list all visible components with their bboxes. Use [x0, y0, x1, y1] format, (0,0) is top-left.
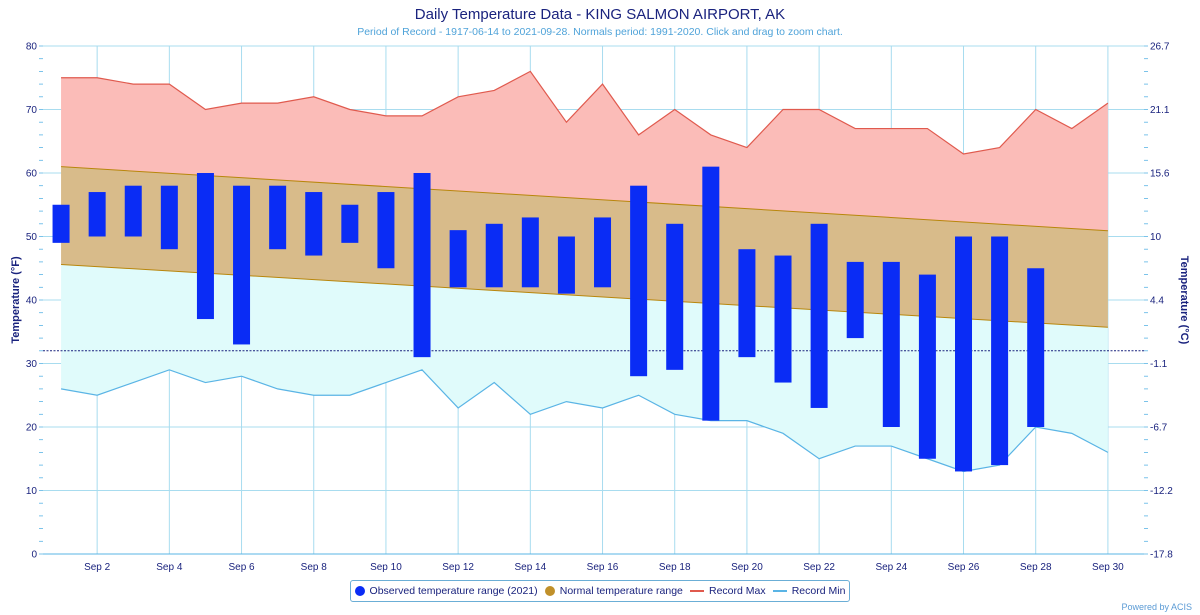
x-tick-label: Sep 18 — [659, 562, 691, 573]
observed-range-bar[interactable] — [88, 192, 106, 237]
legend-item-record-max[interactable]: Record Max — [690, 585, 766, 597]
y-tick-label: 30 — [26, 359, 38, 370]
x-tick-label: Sep 4 — [156, 562, 183, 573]
x-tick-label: Sep 22 — [803, 562, 835, 573]
record-min-line — [60, 369, 1109, 473]
observed-range-bar[interactable] — [160, 185, 178, 250]
y-tick-label: 40 — [26, 296, 38, 307]
x-tick-label: Sep 20 — [731, 562, 763, 573]
y-right-tick-label: 21.1 — [1150, 105, 1170, 116]
normal-range-area — [61, 166, 1108, 328]
normal-marker-icon — [544, 586, 555, 596]
observed-range-bar[interactable] — [991, 236, 1009, 466]
observed-range-bar[interactable] — [124, 185, 142, 237]
y-tick-label: 50 — [26, 232, 38, 243]
observed-range-bar[interactable] — [882, 261, 900, 427]
x-tick-label: Sep 6 — [228, 562, 255, 573]
y-right-tick-label: -1.1 — [1150, 359, 1168, 370]
observed-range-bar[interactable] — [846, 261, 864, 339]
observed-range-bar[interactable] — [810, 223, 828, 408]
x-tick-label: Sep 8 — [301, 562, 328, 573]
observed-range-bar[interactable] — [774, 255, 792, 383]
x-tick-label: Sep 10 — [370, 562, 402, 573]
x-tick-label: Sep 14 — [514, 562, 546, 573]
legend-label-record-max: Record Max — [709, 585, 766, 597]
y-right-tick-label: 4.4 — [1150, 296, 1164, 307]
x-tick-label: Sep 12 — [442, 562, 474, 573]
y-tick-label: 70 — [26, 105, 38, 116]
observed-range-bar[interactable] — [269, 185, 287, 250]
legend-label-record-min: Record Min — [791, 585, 846, 597]
observed-range-bar[interactable] — [955, 236, 973, 472]
x-tick-label: Sep 16 — [587, 562, 619, 573]
observed-range-bar[interactable] — [52, 204, 70, 243]
y-axis-title: Temperature (°F) — [10, 256, 22, 344]
observed-range-bar[interactable] — [485, 223, 503, 288]
y-right-tick-label: -6.7 — [1150, 423, 1168, 434]
record-max-line-icon — [690, 590, 704, 592]
observed-range-bar[interactable] — [1027, 268, 1045, 427]
observed-range-bar[interactable] — [630, 185, 648, 377]
normal-high-line — [61, 166, 1108, 232]
observed-range-bar[interactable] — [738, 249, 756, 358]
observed-range-bar[interactable] — [666, 223, 684, 370]
y-right-tick-label: 15.6 — [1150, 169, 1170, 180]
record-min-area — [61, 264, 1108, 472]
observed-range-bar[interactable] — [521, 217, 539, 288]
observed-range-bar[interactable] — [702, 166, 720, 421]
observed-range-bar[interactable] — [557, 236, 575, 294]
x-tick-label: Sep 30 — [1092, 562, 1124, 573]
x-tick-label: Sep 2 — [84, 562, 111, 573]
y-tick-label: 0 — [31, 550, 37, 561]
y-right-tick-label: -17.8 — [1150, 550, 1173, 561]
legend-item-observed[interactable]: Observed temperature range (2021) — [354, 585, 538, 597]
legend-item-normal[interactable]: Normal temperature range — [544, 585, 683, 597]
y-right-tick-label: -12.2 — [1150, 486, 1173, 497]
x-tick-label: Sep 26 — [948, 562, 980, 573]
record-max-area — [61, 71, 1108, 231]
chart-subtitle: Period of Record - 1917-06-14 to 2021-09… — [357, 26, 843, 38]
observed-range-bar[interactable] — [341, 204, 359, 243]
observed-range-bar[interactable] — [196, 173, 214, 320]
credits-link[interactable]: Powered by ACIS — [1121, 602, 1192, 612]
y-axis-title-right: Temperature (°C) — [1178, 256, 1190, 345]
legend-item-record-min[interactable]: Record Min — [772, 585, 846, 597]
observed-range-bar[interactable] — [377, 192, 395, 269]
observed-range-bar[interactable] — [233, 185, 251, 345]
observed-range-bar[interactable] — [449, 230, 467, 288]
y-tick-label: 10 — [26, 486, 38, 497]
x-tick-label: Sep 24 — [875, 562, 907, 573]
chart-title: Daily Temperature Data - KING SALMON AIR… — [414, 6, 786, 23]
chart-legend: Observed temperature range (2021) Normal… — [350, 580, 850, 602]
observed-marker-icon — [354, 586, 365, 596]
y-right-tick-label: 26.7 — [1150, 42, 1170, 53]
record-min-line-icon — [772, 590, 787, 592]
legend-label-observed: Observed temperature range (2021) — [369, 585, 538, 597]
observed-range-bar[interactable] — [305, 192, 323, 256]
y-right-tick-label: 10 — [1150, 232, 1162, 243]
y-tick-label: 80 — [26, 42, 38, 53]
legend-label-normal: Normal temperature range — [559, 585, 683, 597]
observed-range-bar[interactable] — [594, 217, 612, 288]
x-tick-label: Sep 28 — [1020, 562, 1052, 573]
observed-range-bar[interactable] — [413, 173, 431, 358]
y-tick-label: 20 — [26, 423, 38, 434]
observed-range-bar[interactable] — [918, 274, 936, 459]
y-tick-label: 60 — [26, 169, 38, 180]
record-max-line — [61, 70, 1109, 155]
